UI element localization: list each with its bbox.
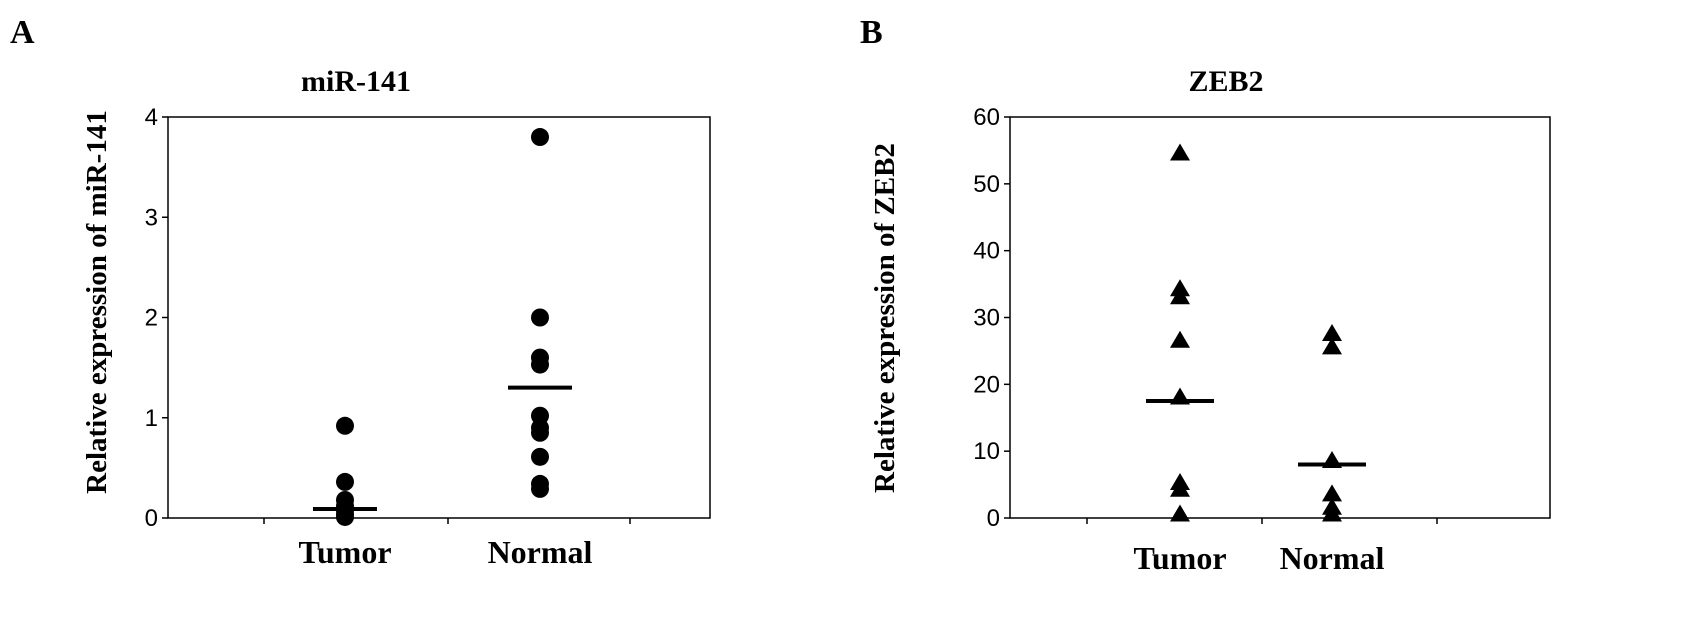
data-point [531,479,549,498]
data-point [531,128,549,147]
y-tick-label: 60 [973,104,1000,131]
y-tick-label: 4 [145,104,158,131]
data-point [1170,479,1190,497]
category-labels: Tumor Normal [298,534,592,570]
y-tick-label: 20 [973,371,1000,398]
y-tick-label: 10 [973,438,1000,465]
data-point [1322,504,1342,522]
y-tick-label: 0 [145,505,158,532]
data-point [531,447,549,466]
plot-frame [1009,116,1551,519]
y-tick-label: 50 [973,171,1000,198]
category-labels: Tumor Normal [1133,540,1384,576]
y-tick-label: 30 [973,305,1000,332]
data-point [531,355,549,374]
data-point [336,472,354,491]
panel-a: A miR-141 Relative expression of miR-141… [10,14,711,570]
data-point [1170,504,1190,522]
panel-letter: A [10,14,35,51]
data-points [1146,143,1366,522]
axis-ticks: 0 1 2 3 4 [145,104,631,532]
y-tick-label: 2 [145,305,158,332]
panel-letter: B [860,14,883,51]
data-points [313,128,572,526]
panel-b: B ZEB2 Relative expression of ZEB2 0 10 20… [860,14,1551,576]
chart-title: miR-141 [301,65,411,98]
data-point [1322,324,1342,342]
plot-frame [167,116,711,519]
y-axis-label: Relative expression of ZEB2 [869,143,901,493]
data-point [531,423,549,442]
y-tick-label: 0 [987,505,1000,532]
chart-title: ZEB2 [1188,65,1263,98]
data-point [1322,337,1342,355]
category-label: Tumor [1133,540,1226,576]
axis-ticks: 0 10 20 30 40 50 60 [973,104,1438,532]
data-point [336,416,354,435]
y-axis-label: Relative expression of miR-141 [81,110,113,494]
data-point [1170,287,1190,305]
y-tick-label: 3 [145,204,158,231]
category-label: Normal [488,534,593,570]
data-point [531,308,549,327]
y-tick-label: 1 [145,405,158,432]
data-point [336,507,354,526]
category-label: Normal [1280,540,1385,576]
data-point [1170,143,1190,161]
y-tick-label: 40 [973,238,1000,265]
data-point [1170,330,1190,348]
category-label: Tumor [298,534,391,570]
data-point [1322,484,1342,502]
